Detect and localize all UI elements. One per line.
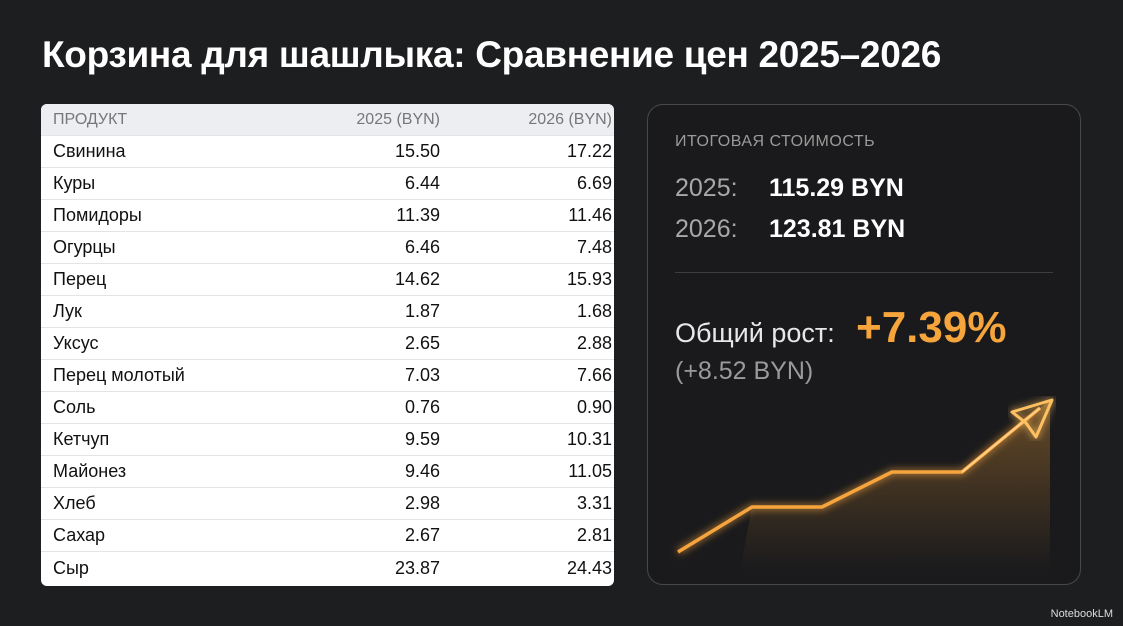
total-amount: 123.81 BYN bbox=[769, 215, 906, 243]
total-year: 2026: bbox=[675, 215, 738, 243]
table-row: Перец молотый 7.03 7.66 bbox=[41, 360, 614, 392]
cell: 6.69 bbox=[576, 173, 612, 193]
cell: 14.62 bbox=[394, 269, 440, 289]
cell: Лук bbox=[53, 301, 82, 321]
cell: Сахар bbox=[53, 525, 106, 545]
cell: 7.03 bbox=[404, 365, 440, 385]
cell: 3.31 bbox=[576, 493, 612, 513]
cell: 2.67 bbox=[404, 525, 440, 545]
summary-label: ИТОГОВАЯ СТОИМОСТЬ bbox=[675, 133, 876, 150]
cell: Кетчуп bbox=[53, 429, 110, 449]
cell: Перец bbox=[53, 269, 107, 289]
title: Корзина для шашлыка: Сравнение цен 2025–… bbox=[42, 34, 942, 75]
cell: Куры bbox=[53, 173, 96, 193]
table-row: Хлеб 2.98 3.31 bbox=[41, 488, 614, 520]
cell: 7.48 bbox=[576, 237, 612, 257]
cell: 24.43 bbox=[566, 557, 612, 578]
cell: 6.44 bbox=[404, 173, 440, 193]
table-row: Сахар 2.67 2.81 bbox=[41, 520, 614, 552]
table-row: Лук 1.87 1.68 bbox=[41, 296, 614, 328]
cell: Уксус bbox=[53, 333, 99, 353]
divider bbox=[675, 272, 1053, 273]
cell: 2.65 bbox=[404, 333, 440, 353]
cell: Майонез bbox=[53, 461, 127, 481]
cell: 23.87 bbox=[394, 557, 440, 578]
table-row: Соль 0.76 0.90 bbox=[41, 392, 614, 424]
growth-value: +7.39% bbox=[856, 303, 1007, 352]
total-amount: 115.29 BYN bbox=[769, 174, 904, 202]
column-header: ПРОДУКТ bbox=[53, 110, 128, 128]
table-row: Сыр 23.87 24.43 bbox=[41, 552, 614, 584]
cell: Соль bbox=[53, 397, 96, 417]
table-row: Помидоры 11.39 11.46 bbox=[41, 200, 614, 232]
growth-label: Общий рост: bbox=[675, 318, 835, 348]
price-table: ПРОДУКТ 2025 (BYN) 2026 (BYN) Свинина 15.50 1… bbox=[41, 104, 614, 586]
cell: 11.46 bbox=[568, 205, 612, 225]
cell: Помидоры bbox=[53, 205, 142, 225]
cell: 15.93 bbox=[566, 269, 612, 289]
cell: 1.68 bbox=[576, 301, 612, 321]
cell: 0.76 bbox=[404, 397, 440, 417]
column-header: 2025 (BYN) bbox=[356, 110, 440, 128]
table-row: Уксус 2.65 2.88 bbox=[41, 328, 614, 360]
table-row: Свинина 15.50 17.22 bbox=[41, 136, 614, 168]
cell: 11.05 bbox=[568, 461, 612, 481]
cell: 7.66 bbox=[576, 365, 612, 385]
growth-delta: (+8.52 BYN) bbox=[675, 357, 814, 385]
cell: 15.50 bbox=[394, 141, 440, 161]
watermark: NotebookLM bbox=[1050, 608, 1113, 620]
cell: 2.81 bbox=[576, 525, 612, 545]
cell: 2.88 bbox=[576, 333, 612, 353]
cell: 9.46 bbox=[404, 461, 440, 481]
table-row: Кетчуп 9.59 10.31 bbox=[41, 424, 614, 456]
cell: Сыр bbox=[53, 557, 89, 578]
table-row: Огурцы 6.46 7.48 bbox=[41, 232, 614, 264]
table-row: Перец 14.62 15.93 bbox=[41, 264, 614, 296]
cell: 9.59 bbox=[404, 429, 440, 449]
cell: Перец молотый bbox=[53, 365, 185, 385]
cell: 6.46 bbox=[404, 237, 440, 257]
cell: Хлеб bbox=[53, 493, 96, 513]
cell: 17.22 bbox=[566, 141, 612, 161]
column-header: 2026 (BYN) bbox=[528, 110, 612, 128]
cell: 11.39 bbox=[396, 205, 440, 225]
total-year: 2025: bbox=[675, 174, 738, 202]
cell: Огурцы bbox=[53, 237, 116, 257]
table-row: Куры 6.44 6.69 bbox=[41, 168, 614, 200]
cell: 2.98 bbox=[404, 493, 440, 513]
summary-panel: ИТОГОВАЯ СТОИМОСТЬ 2025: 115.29 BYN 2026… bbox=[647, 104, 1081, 585]
cell: 0.90 bbox=[576, 397, 612, 417]
header-row: ПРОДУКТ 2025 (BYN) 2026 (BYN) bbox=[41, 104, 614, 136]
cell: Свинина bbox=[53, 141, 126, 161]
cell: 10.31 bbox=[566, 429, 612, 449]
cell: 1.87 bbox=[404, 301, 440, 321]
table-row: Майонез 9.46 11.05 bbox=[41, 456, 614, 488]
